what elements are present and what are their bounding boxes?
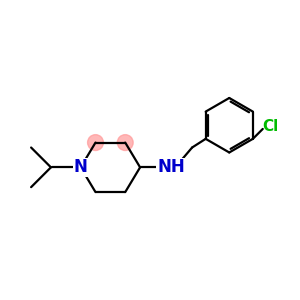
Text: N: N	[74, 158, 88, 176]
Circle shape	[88, 135, 103, 151]
Circle shape	[117, 135, 133, 151]
Text: NH: NH	[157, 158, 185, 176]
Text: Cl: Cl	[262, 119, 278, 134]
